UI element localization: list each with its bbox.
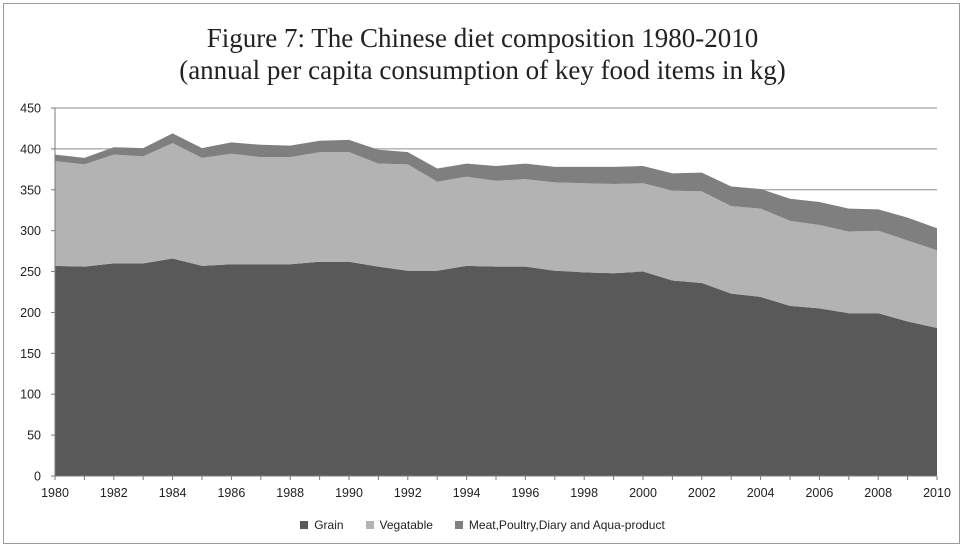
x-tick-label-1984: 1984 <box>159 486 187 500</box>
axes: 0 50 100 150 200 250 300 350 400 450 1980 1982 1984 1… <box>20 102 951 501</box>
area-series-1 <box>55 143 937 328</box>
legend-swatch-2 <box>454 521 463 529</box>
x-tick-label-1986: 1986 <box>217 486 245 500</box>
legend-swatch-0 <box>300 521 309 529</box>
legend-label-1: Vegatable <box>379 518 433 532</box>
y-tick-label-100: 100 <box>20 388 41 402</box>
x-tick-label-1990: 1990 <box>335 486 363 500</box>
x-tick-label-1980: 1980 <box>41 486 69 500</box>
x-tick-label-1982: 1982 <box>100 486 128 500</box>
y-tick-label-0: 0 <box>34 470 41 484</box>
y-tick-label-400: 400 <box>20 142 41 156</box>
y-tick-label-450: 450 <box>20 102 41 116</box>
legend-label-2: Meat,Poultry,Diary and Aqua-product <box>468 518 665 532</box>
area-series-0 <box>55 258 937 476</box>
x-tick-label-2006: 2006 <box>805 486 833 500</box>
x-tick-label-1998: 1998 <box>570 486 598 500</box>
legend-item-0: Grain <box>300 518 344 532</box>
chart-title-line-2: (annual per capita consumption of key fo… <box>179 55 786 85</box>
area-series <box>55 133 937 476</box>
chart-title: Figure 7: The Chinese diet composition 1… <box>0 22 965 86</box>
x-tick-label-2008: 2008 <box>864 486 892 500</box>
legend-swatch-1 <box>365 521 374 529</box>
legend: Grain Vegatable Meat,Poultry,Diary and Aqu… <box>0 518 965 532</box>
y-tick-label-250: 250 <box>20 265 41 279</box>
legend-item-2: Meat,Poultry,Diary and Aqua-product <box>454 518 665 532</box>
x-tick-label-1994: 1994 <box>453 486 481 500</box>
legend-item-1: Vegatable <box>365 518 433 532</box>
area-series-2 <box>55 133 937 251</box>
y-tick-label-300: 300 <box>20 224 41 238</box>
x-tick-label-1988: 1988 <box>276 486 304 500</box>
y-tick-label-150: 150 <box>20 347 41 361</box>
y-tick-label-350: 350 <box>20 183 41 197</box>
chart-title-line-1: Figure 7: The Chinese diet composition 1… <box>206 23 759 53</box>
x-tick-label-1992: 1992 <box>394 486 422 500</box>
legend-label-0: Grain <box>314 518 344 532</box>
y-tick-label-50: 50 <box>27 429 41 443</box>
x-tick-label-2010: 2010 <box>923 486 951 500</box>
x-tick-label-2002: 2002 <box>688 486 716 500</box>
x-tick-label-1996: 1996 <box>511 486 539 500</box>
y-tick-label-200: 200 <box>20 306 41 320</box>
x-tick-label-2000: 2000 <box>629 486 657 500</box>
x-tick-label-2004: 2004 <box>747 486 775 500</box>
